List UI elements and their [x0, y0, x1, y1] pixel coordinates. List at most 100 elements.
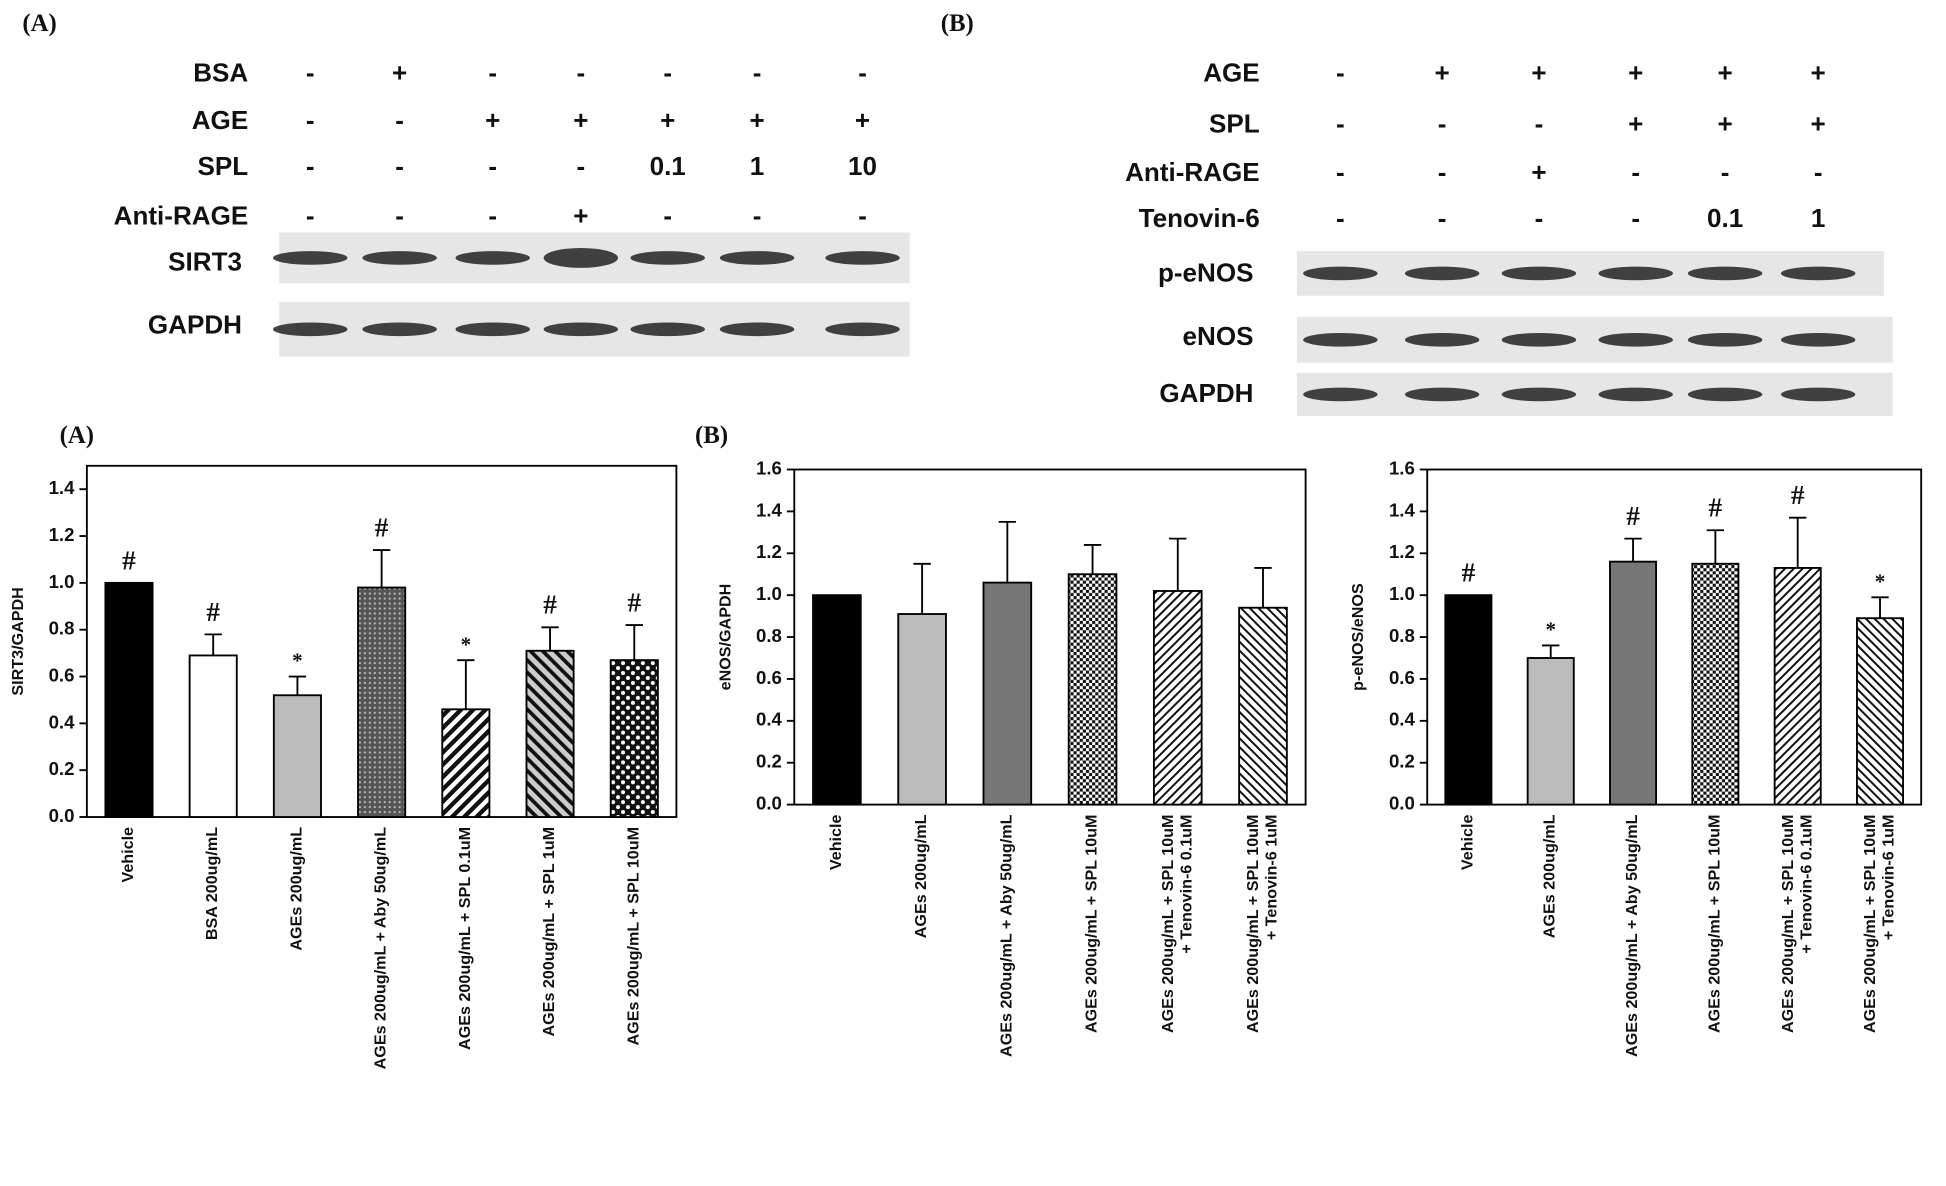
row-label: AGE [192, 105, 248, 135]
y-tick-label: 0.4 [49, 711, 76, 732]
y-tick-label: 1.2 [1389, 541, 1415, 562]
bar [982, 581, 1033, 806]
row-label: AGE [1203, 58, 1259, 88]
band-label: p-eNOS [1158, 258, 1254, 288]
significance-mark: * [1875, 569, 1886, 593]
cell: + [1811, 109, 1826, 139]
cell: + [1811, 58, 1826, 88]
x-tick-label: AGEs 200ug/mL + SPL 10uM [1083, 815, 1101, 1034]
cell: - [1336, 58, 1345, 88]
blot-band [719, 322, 795, 337]
blot-band [273, 322, 348, 337]
cell: + [1435, 58, 1450, 88]
blot-band [455, 251, 530, 265]
blot-band [1598, 332, 1673, 347]
cell: - [1535, 109, 1544, 139]
blot-band [1303, 266, 1378, 281]
significance-mark: # [375, 512, 389, 542]
x-tick-label: AGEs 200ug/mL + SPL 10uM+ Tenovin-6 1uM [1244, 815, 1281, 1034]
cell: - [576, 58, 585, 88]
y-tick-label: 0.8 [1389, 625, 1415, 646]
blot-band [273, 251, 348, 265]
cell: + [1628, 109, 1643, 139]
cell: + [1717, 109, 1732, 139]
blot-band [543, 247, 619, 268]
cell: + [660, 105, 675, 135]
y-tick-label: 0.4 [756, 709, 783, 730]
y-tick-label: 1.6 [756, 457, 782, 478]
x-tick-label: AGEs 200ug/mL + SPL 0.1uM [456, 827, 474, 1050]
bar [357, 586, 407, 818]
row-label: BSA [193, 58, 248, 88]
x-tick-label: AGEs 200ug/mL + SPL 10uM+ Tenovin-6 0.1u… [1779, 815, 1816, 1034]
band-label: eNOS [1183, 321, 1254, 351]
blot-band [719, 251, 795, 265]
x-tick-label: AGEs 200ug/mL + SPL 10uM+ Tenovin-6 1uM [1861, 815, 1898, 1034]
cell: - [753, 58, 762, 88]
x-tick-label: BSA 200ug/mL [203, 827, 221, 940]
bar [272, 694, 322, 818]
bar [441, 708, 491, 818]
blot-band [630, 251, 705, 265]
blot-band [1303, 332, 1378, 347]
cell: - [1336, 157, 1345, 187]
cell: - [488, 200, 497, 230]
cell: - [1721, 157, 1730, 187]
bar [812, 594, 862, 806]
cell: + [1628, 58, 1643, 88]
significance-mark: # [627, 587, 641, 617]
y-tick-label: 1.2 [49, 524, 75, 545]
blot-band [1687, 332, 1763, 347]
blot-band [1598, 266, 1673, 281]
blot-band [1404, 387, 1480, 402]
row-label: Anti-RAGE [114, 200, 249, 230]
bar [609, 659, 659, 818]
cell: + [1717, 58, 1732, 88]
y-tick-label: 0.0 [49, 805, 75, 826]
cell: + [573, 105, 588, 135]
blot-band [825, 251, 900, 265]
cell: - [1631, 203, 1640, 233]
cell: - [1438, 203, 1447, 233]
y-tick-label: 0.2 [1389, 751, 1415, 772]
y-tick-label: 1.4 [49, 477, 76, 498]
x-tick-label: AGEs 200ug/mL + SPL 1uM [540, 827, 558, 1037]
cell: 1 [750, 151, 765, 181]
band-label: GAPDH [148, 310, 242, 340]
bar [1691, 562, 1740, 806]
x-tick-label: AGEs 200ug/mL [912, 814, 930, 938]
x-tick-label: Vehicle [827, 815, 845, 871]
cell: - [395, 151, 404, 181]
cell: 0.1 [650, 151, 686, 181]
bar [1773, 567, 1822, 806]
cell: + [573, 200, 588, 230]
cell: 1 [1811, 203, 1826, 233]
cell: - [858, 58, 867, 88]
cell: - [1814, 157, 1823, 187]
y-tick-label: 0.4 [1389, 709, 1416, 730]
blot-band [1501, 332, 1577, 347]
blot-band [1501, 266, 1577, 281]
y-tick-label: 0.6 [756, 667, 782, 688]
y-axis-label: SIRT3/GAPDH [9, 587, 27, 695]
cell: + [1531, 157, 1546, 187]
row-label: SPL [198, 151, 249, 181]
bar [1526, 657, 1575, 806]
bar [1444, 594, 1493, 806]
panel-label: (A) [60, 422, 94, 449]
y-tick-label: 0.2 [49, 758, 75, 779]
x-tick-label: AGEs 200ug/mL + Aby 50ug/mL [998, 814, 1016, 1057]
cell: + [855, 105, 870, 135]
x-tick-label: Vehicle [1459, 815, 1477, 871]
blot-band [1780, 387, 1856, 402]
band-label: GAPDH [1159, 378, 1253, 408]
blot-band [1780, 266, 1856, 281]
cell: - [663, 200, 672, 230]
cell: - [1336, 109, 1345, 139]
significance-mark: # [1709, 493, 1723, 523]
y-tick-label: 1.4 [756, 499, 783, 520]
x-tick-label: AGEs 200ug/mL + SPL 10uM+ Tenovin-6 0.1u… [1159, 815, 1196, 1034]
blot-band [1687, 266, 1763, 281]
